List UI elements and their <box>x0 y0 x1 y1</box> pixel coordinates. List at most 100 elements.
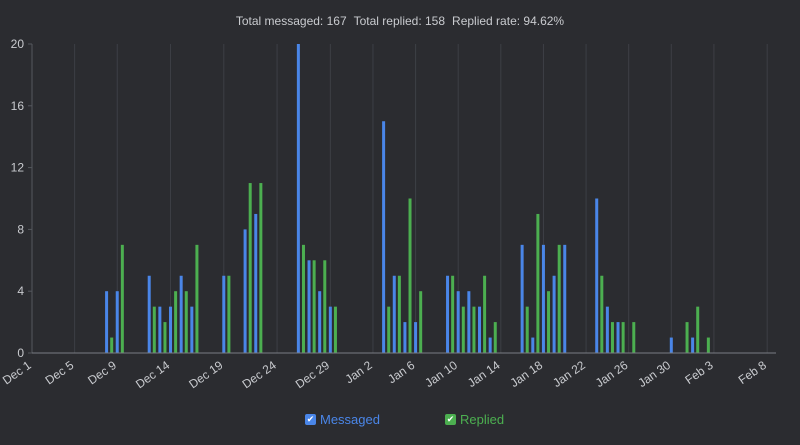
replied-bar <box>525 306 529 353</box>
replied-bar <box>493 322 497 353</box>
messaged-bar <box>307 260 311 353</box>
messaged-bar <box>243 229 247 353</box>
messaged-bar <box>691 337 695 353</box>
replied-bar <box>195 244 199 353</box>
x-tick-label: Dec 19 <box>186 358 225 391</box>
replied-bar <box>610 322 614 353</box>
replied-bar <box>685 322 689 353</box>
replied-bar <box>227 275 231 353</box>
messaged-bar <box>488 337 492 353</box>
replied-bar <box>451 275 455 353</box>
messaged-bar <box>520 244 524 353</box>
replied-bar <box>333 306 337 353</box>
replied-bar <box>472 306 476 353</box>
messaged-bar <box>456 291 460 353</box>
messaged-bar <box>541 244 545 353</box>
messaged-bar <box>552 275 556 353</box>
y-tick-label: 4 <box>17 284 24 298</box>
replied-bar <box>397 275 401 353</box>
total-replied: Total replied: 158 <box>353 14 446 28</box>
messaged-bar <box>605 306 609 353</box>
replied-bar <box>110 337 114 353</box>
chart-summary: Total messaged: 167 Total replied: 158 Rep… <box>0 14 800 28</box>
replied-bar <box>621 322 625 353</box>
x-tick-label: Feb 3 <box>682 358 715 387</box>
messaged-bar <box>531 337 535 353</box>
messaged-bar <box>147 275 151 353</box>
replied-bar <box>174 291 178 353</box>
replied-bar <box>419 291 423 353</box>
legend-replied-label: Replied <box>460 412 505 427</box>
x-tick-label: Jan 6 <box>385 358 417 386</box>
x-tick-label: Dec 29 <box>293 358 332 391</box>
x-tick-label: Feb 8 <box>736 358 769 387</box>
messaged-bar <box>222 275 226 353</box>
total-messaged: Total messaged: 167 <box>235 14 347 28</box>
messaged-bar <box>563 244 567 353</box>
x-tick-label: Jan 30 <box>635 358 673 390</box>
replied-rate: Replied rate: 94.62% <box>452 14 565 28</box>
messaged-bar <box>478 306 482 353</box>
messaged-bar <box>382 121 386 353</box>
x-tick-label: Jan 14 <box>465 358 503 390</box>
messaged-bar <box>190 306 194 353</box>
checkbox-icon[interactable]: ✔ <box>445 414 456 425</box>
messaged-bar <box>115 291 119 353</box>
y-tick-label: 20 <box>11 37 25 51</box>
messaged-bar <box>669 337 673 353</box>
x-tick-label: Jan 26 <box>593 358 631 390</box>
messaged-bar <box>392 275 396 353</box>
messaged-bar <box>105 291 109 353</box>
messaged-bar <box>158 306 162 353</box>
checkbox-icon[interactable]: ✔ <box>305 414 316 425</box>
messaged-bar <box>616 322 620 353</box>
x-tick-label: Dec 9 <box>85 358 119 388</box>
x-tick-label: Dec 1 <box>0 358 34 388</box>
messaged-bar <box>446 275 450 353</box>
replied-bar <box>152 306 156 353</box>
replied-bar <box>632 322 636 353</box>
legend-messaged-label: Messaged <box>320 412 380 427</box>
messaged-bar <box>296 44 300 353</box>
messaged-bar <box>328 306 332 353</box>
bars <box>105 44 710 353</box>
legend-replied[interactable]: ✔ Replied <box>445 412 504 427</box>
y-tick-label: 12 <box>11 161 25 175</box>
messaged-bar <box>318 291 322 353</box>
y-tick-label: 8 <box>17 222 24 236</box>
replied-bar <box>248 183 252 353</box>
replied-bar <box>536 213 540 353</box>
replied-bar <box>387 306 391 353</box>
replied-bar <box>312 260 316 353</box>
legend-messaged[interactable]: ✔ Messaged <box>305 412 380 427</box>
x-tick-label: Jan 18 <box>508 358 546 390</box>
x-tick-label: Dec 24 <box>240 358 279 391</box>
replied-bar <box>557 244 561 353</box>
x-tick-label: Dec 5 <box>43 358 77 388</box>
replied-bar <box>163 322 167 353</box>
y-axis: 0 4 8 12 16 20 <box>11 37 33 360</box>
messaged-bar <box>179 275 183 353</box>
messaged-bar <box>254 213 258 353</box>
messaged-bar <box>403 322 407 353</box>
messaged-bar <box>169 306 173 353</box>
messaged-bar <box>595 198 599 353</box>
replied-bar <box>600 275 604 353</box>
x-tick-label: Jan 2 <box>343 358 375 386</box>
messaged-bar <box>467 291 471 353</box>
replied-bar <box>323 260 327 353</box>
legend: ✔ Messaged ✔ Replied <box>0 412 800 432</box>
replied-bar <box>706 337 710 353</box>
y-tick-label: 0 <box>17 346 24 360</box>
x-tick-label: Dec 14 <box>133 358 172 391</box>
x-tick-label: Jan 10 <box>422 358 460 390</box>
replied-bar <box>184 291 188 353</box>
y-tick-label: 16 <box>11 99 25 113</box>
x-tick-label: Jan 22 <box>550 358 588 390</box>
replied-bar <box>696 306 700 353</box>
replied-bar <box>461 306 465 353</box>
messaged-bar <box>414 322 418 353</box>
replied-bar <box>301 244 305 353</box>
x-axis: Dec 1 Dec 5 Dec 9 Dec 14 Dec 19 Dec 24 Dec 29 J… <box>0 352 776 391</box>
